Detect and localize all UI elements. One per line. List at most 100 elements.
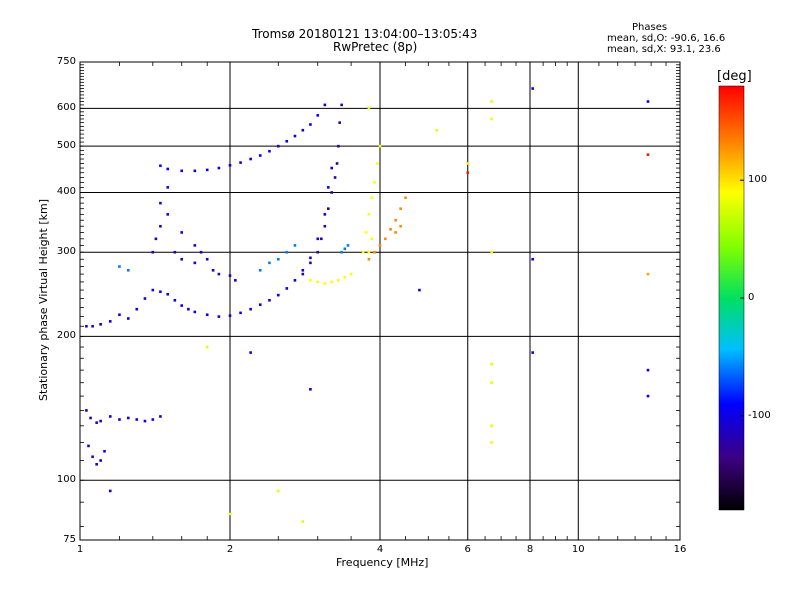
x-tick-label: 2 [226,544,234,555]
y-tick-label: 750 [56,56,76,67]
data-point [126,317,130,320]
data-point [166,292,170,296]
data-point [85,409,88,412]
data-point [258,268,262,272]
data-point [143,419,147,423]
data-point [394,231,397,234]
data-point [337,144,340,148]
x-tick-label: 6 [464,544,471,555]
data-point [180,169,184,173]
data-point [166,167,170,171]
data-point [258,154,262,157]
data-point [333,176,337,179]
stats-line-x: mean, sd,X: 93.1, 23.6 [607,44,721,55]
data-point [193,244,197,247]
data-point [268,298,271,302]
data-point [367,107,371,110]
data-point [338,121,341,124]
data-point [309,279,312,282]
data-point [490,250,493,254]
data-point [239,161,242,164]
data-point [309,388,312,391]
data-point [234,279,237,282]
data-point [301,268,305,272]
data-point [320,237,323,241]
data-point [159,164,162,168]
data-point [327,186,330,189]
data-point [180,231,184,234]
data-point [646,272,650,276]
data-point [293,279,297,282]
data-point [285,250,289,254]
data-point [173,298,177,302]
data-point [276,144,280,148]
data-point [118,418,121,421]
data-point [268,149,271,153]
data-point [323,282,327,285]
y-tick-label: 500 [56,140,76,152]
data-point [103,449,106,453]
data-point [316,250,320,254]
data-point [151,250,155,254]
data-point [173,250,177,254]
data-point [490,441,493,444]
data-point [367,213,371,216]
data-point [159,201,162,205]
x-tick-label: 1 [76,544,84,555]
data-point [375,162,379,165]
data-point [293,244,297,247]
data-point [285,287,289,290]
data-point [228,512,232,516]
data-point [228,314,232,317]
x-tick-label: 8 [526,544,534,555]
data-point [531,351,534,354]
data-point [258,303,262,306]
data-point [276,489,280,493]
data-point [399,207,402,210]
data-point [91,324,94,328]
data-point [490,381,493,385]
chart-subtitle: RwPretec (8p) [333,40,418,54]
data-point [180,304,184,307]
data-point [276,257,280,261]
data-point [361,250,365,254]
data-point [378,144,382,148]
data-point [151,418,155,421]
data-point [337,279,340,282]
data-point [118,313,121,317]
data-point [531,257,534,261]
data-point [531,87,534,90]
data-point [268,261,271,265]
data-point [89,416,92,420]
data-point [228,274,232,277]
data-point [327,207,330,210]
data-point [199,250,203,254]
data-point [159,415,162,418]
data-point [211,268,215,272]
data-point [349,272,353,276]
colorbar-label: [deg] [717,69,752,84]
data-point [95,421,98,424]
data-point [91,455,94,459]
data-point [118,265,121,268]
data-point [340,250,343,254]
data-point [646,153,650,156]
data-point [143,297,147,300]
y-tick-label: 400 [56,186,76,198]
data-point [346,244,350,247]
data-point [490,117,493,121]
data-point [193,261,197,265]
colorbar-tick-label: -100 [748,409,771,421]
data-point [389,228,392,231]
data-point [490,424,493,428]
data-point [435,128,439,132]
colorbar-tick-label: 0 [748,292,755,303]
data-point [646,394,650,398]
data-point [370,237,374,241]
data-point [99,419,102,423]
data-point [373,181,376,184]
data-point [364,231,368,234]
data-point [316,237,320,241]
y-tick-label: 200 [56,330,76,342]
data-point [330,191,334,194]
